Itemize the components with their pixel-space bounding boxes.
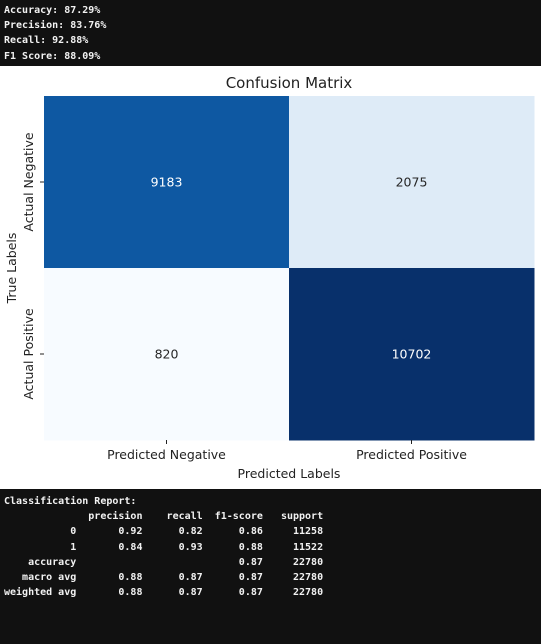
- cell-value-label: 2075: [396, 175, 428, 190]
- cell-value-label: 820: [155, 347, 179, 362]
- report-line: 1 0.84 0.93 0.88 11522: [4, 541, 324, 553]
- heatmap-cell: [289, 96, 535, 269]
- classification-report-output: Classification Report: precision recall …: [0, 489, 541, 644]
- report-line: macro avg 0.88 0.87 0.87 22780: [4, 572, 324, 584]
- metric-line: Recall: 92.88%: [4, 35, 89, 47]
- y-tick-label: Actual Positive: [21, 308, 36, 400]
- report-line: precision recall f1-score support: [4, 511, 324, 523]
- heatmap-cell: [44, 268, 290, 441]
- heatmap-cells: 9183 2075 820 10702: [44, 96, 535, 441]
- metrics-output: Accuracy: 87.29% Precision: 83.76% Recal…: [0, 0, 541, 66]
- report-line: Classification Report:: [4, 496, 137, 507]
- metric-line: Accuracy: 87.29%: [4, 5, 101, 16]
- x-axis-label: Predicted Labels: [238, 466, 341, 481]
- y-tick-label: Actual Negative: [21, 132, 36, 232]
- chart-title: Confusion Matrix: [226, 74, 353, 92]
- confusion-matrix-chart: Confusion Matrix 9183 2075 820 10702 Predic…: [4, 74, 535, 481]
- heatmap-cell: [44, 96, 290, 269]
- report-line: accuracy 0.87 22780: [4, 556, 324, 568]
- confusion-matrix-figure: Confusion Matrix 9183 2075 820 10702 Predic…: [0, 66, 541, 489]
- cell-value-label: 10702: [392, 347, 432, 362]
- report-line: weighted avg 0.88 0.87 0.87 22780: [4, 587, 324, 599]
- heatmap-cell: [289, 268, 535, 441]
- x-tick-label: Predicted Negative: [107, 447, 226, 462]
- cell-value-label: 9183: [151, 175, 183, 190]
- metric-line: F1 Score: 88.09%: [4, 50, 101, 62]
- y-axis-label: True Labels: [4, 233, 19, 305]
- x-tick-label: Predicted Positive: [356, 447, 467, 462]
- report-line: 0 0.92 0.82 0.86 11258: [4, 526, 324, 538]
- axis-ticks: Predicted Negative Predicted Positive Actu…: [21, 132, 467, 462]
- metric-line: Precision: 83.76%: [4, 20, 107, 32]
